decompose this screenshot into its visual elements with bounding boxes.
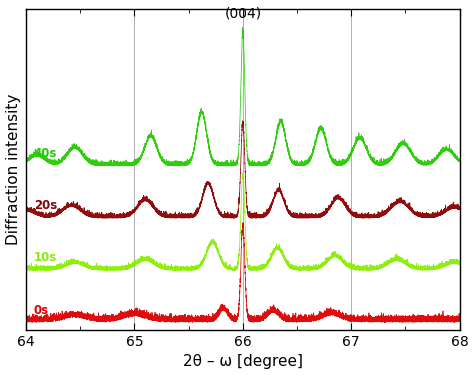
X-axis label: 2θ – ω [degree]: 2θ – ω [degree] [183,354,303,369]
Y-axis label: Diffraction intensity: Diffraction intensity [6,94,20,245]
Text: 0s: 0s [34,304,49,316]
Text: 40s: 40s [34,147,57,160]
Text: (004): (004) [224,7,261,21]
Text: 20s: 20s [34,199,57,212]
Text: 10s: 10s [34,251,57,264]
